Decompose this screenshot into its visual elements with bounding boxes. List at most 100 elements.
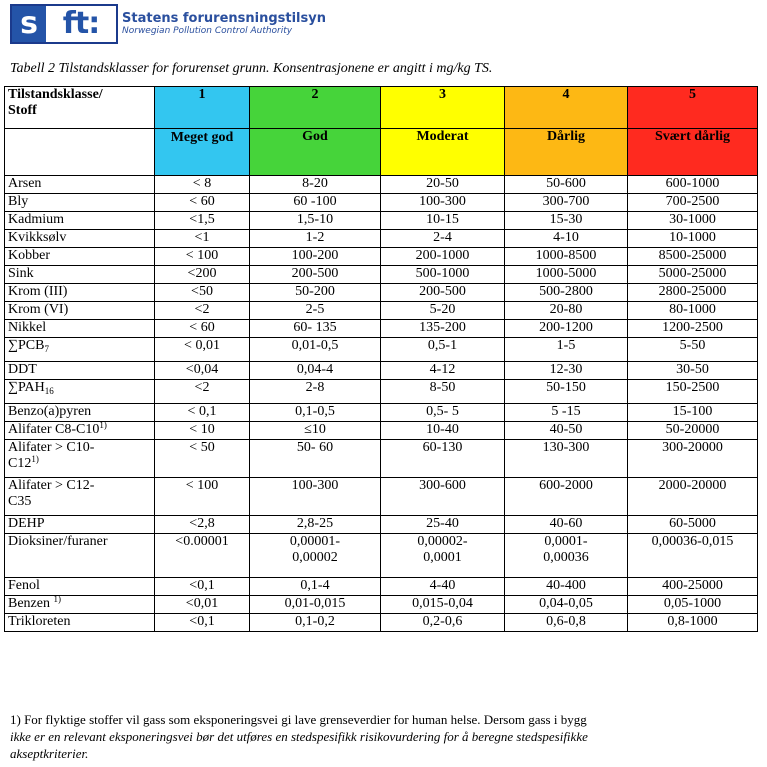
value-text: <0.00001 — [175, 534, 229, 549]
value-text: 12-30 — [549, 362, 583, 377]
value-text: 1,5-10 — [296, 212, 334, 227]
class-5-value: 400-25000 — [627, 577, 758, 596]
class-4-value: 1-5 — [504, 337, 628, 362]
value-text: 4-40 — [429, 578, 456, 593]
logo-s: s — [12, 6, 46, 42]
substance-label: Benzo(a)pyren — [8, 404, 92, 419]
table-row: Alifater > C10- C121) < 50 50- 60 60-130 130-… — [4, 439, 758, 478]
class-4-value: 300-700 — [504, 193, 628, 212]
value-text: <2,8 — [189, 516, 215, 531]
class-2-value: 2-5 — [249, 301, 381, 320]
value-text: 2000-20000 — [658, 478, 727, 493]
value-text: 100-300 — [419, 194, 466, 209]
class-5-value: 2000-20000 — [627, 477, 758, 516]
class-1-value: <0.00001 — [154, 533, 250, 578]
value-text: < 0,1 — [187, 404, 217, 419]
value-text: 60- 135 — [293, 320, 337, 335]
substance-name: Trikloreten — [4, 613, 155, 632]
substance-name: Alifater > C12- C35 — [4, 477, 155, 516]
value-text: 2-8 — [305, 380, 325, 395]
value-text: 10-1000 — [669, 230, 716, 245]
class-1-value: < 100 — [154, 477, 250, 516]
header: s ft: Statens forurensningstilsyn Norweg… — [10, 4, 326, 44]
value-text: 1200-2500 — [662, 320, 723, 335]
value-text: 0,00001- — [289, 534, 341, 549]
class-3-value: 0,2-0,6 — [380, 613, 505, 632]
class-number-1: 1 — [154, 86, 250, 129]
condition-class-table: Tilstandsklasse/ Stoff 1 2 3 4 5 Meget g… — [4, 86, 758, 632]
footnote-marker: 1) — [99, 420, 107, 430]
table-row: DEHP <2,8 2,8-25 25-40 40-60 60-5000 — [4, 515, 758, 534]
class-2-value: 0,00001- 0,00002 — [249, 533, 381, 578]
value-text: 30-50 — [676, 362, 709, 377]
value-text: <0,01 — [185, 596, 219, 611]
value-text: 8-20 — [302, 176, 328, 191]
class-4-value: 20-80 — [504, 301, 628, 320]
class-4-value: 200-1200 — [504, 319, 628, 338]
corner-label-line1: Tilstandsklasse/ — [8, 87, 103, 102]
class-name-2: God — [249, 128, 381, 176]
value-text: 8-50 — [429, 380, 456, 395]
value-text: 4-12 — [429, 362, 456, 377]
value-text: 2800-25000 — [658, 284, 727, 299]
footnote: 1) For flyktige stoffer vil gass som eks… — [10, 711, 755, 762]
value-text: 60 -100 — [293, 194, 337, 209]
class-2-value: 50-200 — [249, 283, 381, 302]
table-caption: Tabell 2 Tilstandsklasser for forurenset… — [10, 61, 493, 76]
value-text: 40-50 — [549, 422, 583, 437]
class-3-value: 4-12 — [380, 361, 505, 380]
substance-label: Alifater C8-C10 — [8, 422, 100, 437]
value-text: 1-5 — [556, 338, 576, 353]
class-1-value: <2 — [154, 301, 250, 320]
footnote-line3: akseptkriterier. — [10, 746, 89, 761]
value-text-cont: 0,0001 — [423, 550, 462, 565]
value-text: 5 -15 — [551, 404, 581, 419]
class-1-value: <2,8 — [154, 515, 250, 534]
class-2-value: 0,01-0,5 — [249, 337, 381, 362]
value-text: 300-600 — [419, 478, 466, 493]
corner-label-line2: Stoff — [8, 103, 37, 118]
class-1-value: <0,01 — [154, 595, 250, 614]
class-3-value: 200-1000 — [380, 247, 505, 266]
class-5-value: 30-50 — [627, 361, 758, 380]
class-5-value: 80-1000 — [627, 301, 758, 320]
value-text: 200-1200 — [539, 320, 593, 335]
value-text-cont: 0,00036 — [543, 550, 589, 565]
substance-label: Alifater > C12- — [8, 478, 95, 493]
substance-label: Krom (VI) — [8, 302, 69, 317]
sft-logo: s ft: Statens forurensningstilsyn Norweg… — [10, 4, 326, 44]
value-text: 2,8-25 — [296, 516, 334, 531]
table-row: Benzo(a)pyren < 0,1 0,1-0,5 0,5- 5 5 -15 15-1… — [4, 403, 758, 422]
class-number-4: 4 — [504, 86, 628, 129]
value-text: < 100 — [185, 248, 219, 263]
value-text: <50 — [191, 284, 213, 299]
class-3-value: 5-20 — [380, 301, 505, 320]
class-3-value: 135-200 — [380, 319, 505, 338]
substance-label: Alifater > C10- — [8, 440, 95, 455]
value-text: 700-2500 — [665, 194, 720, 209]
substance-name: DEHP — [4, 515, 155, 534]
class-5-value: 10-1000 — [627, 229, 758, 248]
value-text: 50-600 — [546, 176, 586, 191]
class-2-value: 100-200 — [249, 247, 381, 266]
class-5-value: 50-20000 — [627, 421, 758, 440]
logo-text: Statens forurensningstilsyn Norwegian Po… — [122, 11, 326, 37]
class-1-value: <0,04 — [154, 361, 250, 380]
substance-name: Alifater C8-C101) — [4, 420, 155, 440]
table-row: Alifater > C12- C35 < 100 100-300 300-600 600… — [4, 477, 758, 516]
class-5-value: 600-1000 — [627, 175, 758, 194]
substance-label: Kvikksølv — [8, 230, 67, 245]
class-3-value: 4-40 — [380, 577, 505, 596]
substance-label: Kobber — [8, 248, 50, 263]
table-row: Benzen 1) <0,01 0,01-0,015 0,015-0,04 0,04-0… — [4, 595, 758, 614]
table-row: Fenol <0,1 0,1-4 4-40 40-400 400-25000 — [4, 577, 758, 596]
class-1-value: <200 — [154, 265, 250, 284]
substance-label: Dioksiner/furaner — [8, 534, 108, 549]
class-5-value: 5000-25000 — [627, 265, 758, 284]
value-text: 0,2-0,6 — [422, 614, 463, 629]
substance-label: Krom (III) — [8, 284, 68, 299]
class-2-value: 0,04-4 — [249, 361, 381, 380]
table-row: Nikkel < 60 60- 135 135-200 200-1200 1200-250… — [4, 319, 758, 338]
class-5-value: 8500-25000 — [627, 247, 758, 266]
value-text: 0,01-0,5 — [291, 338, 339, 353]
